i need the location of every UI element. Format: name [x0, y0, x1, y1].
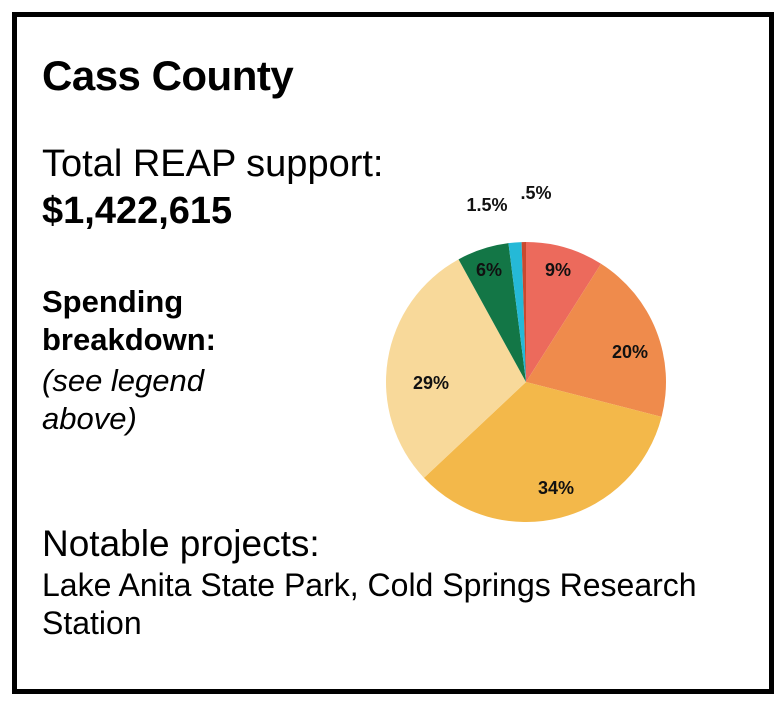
pie-slice-label-1: 20% — [612, 342, 648, 362]
total-support-label: Total REAP support: — [42, 143, 384, 185]
pie-slice-0 — [526, 242, 602, 382]
spending-breakdown-heading: Spending breakdown: — [42, 284, 216, 357]
pie-slice-3 — [385, 259, 526, 478]
pie-slice-1 — [526, 263, 667, 417]
total-support-value: $1,422,615 — [42, 190, 233, 232]
pie-slice-label-5: 1.5% — [466, 195, 507, 215]
pie-slice-label-2: 34% — [538, 478, 574, 498]
notable-projects-text: Lake Anita State Park, Cold Springs Rese… — [42, 567, 697, 641]
pie-slice-6 — [521, 242, 526, 382]
notable-projects-heading: Notable projects: — [42, 523, 320, 564]
spending-pie-chart: 9% 20% 34% 29% 6% 1.5% .5% — [385, 183, 667, 523]
pie-slice-label-4: 6% — [476, 260, 502, 280]
pie-slice-4 — [458, 243, 526, 382]
pie-slice-2 — [423, 382, 662, 523]
county-title: Cass County — [42, 52, 294, 99]
pie-slice-label-3: 29% — [413, 373, 449, 393]
pie-slice-label-6: .5% — [520, 183, 551, 203]
spending-legend-note: (see legend above) — [42, 363, 205, 436]
pie-slice-5 — [508, 242, 526, 382]
pie-slice-label-0: 9% — [545, 260, 571, 280]
